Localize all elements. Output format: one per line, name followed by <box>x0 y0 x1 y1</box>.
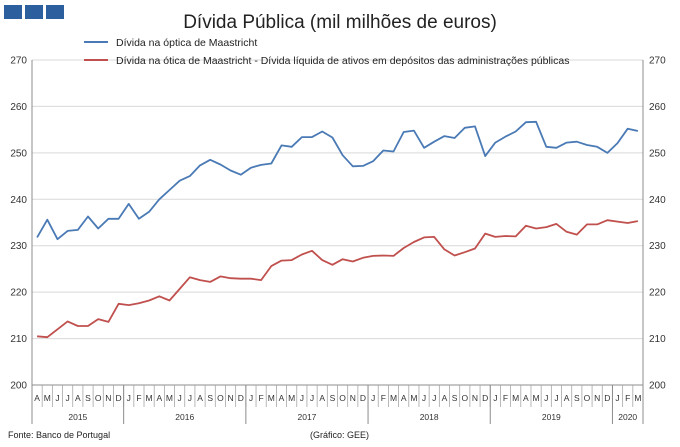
x-tick-label-month: M <box>533 393 540 403</box>
x-tick-label-month: J <box>178 393 182 403</box>
y-tick-left-230: 230 <box>10 241 27 252</box>
x-tick-label-month: F <box>625 393 630 403</box>
legend: Dívida na óptica de Maastricht Dívida na … <box>84 37 569 67</box>
x-tick-label-month: M <box>268 393 275 403</box>
x-tick-label-year-2015: 2015 <box>68 412 87 422</box>
y-tick-left-270: 270 <box>10 56 27 67</box>
y-tick-right-270: 270 <box>649 56 666 67</box>
source-note: Fonte: Banco de Portugal <box>8 430 111 440</box>
x-tick-label-month: O <box>339 393 346 403</box>
chart-title: Dívida Pública (mil milhões de euros) <box>183 12 497 33</box>
x-tick-label-month: M <box>146 393 153 403</box>
x-tick-label-month: M <box>512 393 519 403</box>
x-tick-label-month: A <box>279 393 285 403</box>
x-tick-label-year-2020: 2020 <box>618 412 637 422</box>
x-tick-label-month: J <box>371 393 375 403</box>
x-tick-label-month: M <box>44 393 51 403</box>
x-tick-label-month: M <box>634 393 641 403</box>
x-tick-label-month: J <box>300 393 304 403</box>
x-tick-label-month: D <box>238 393 244 403</box>
x-tick-label-month: N <box>472 393 478 403</box>
x-tick-label-month: D <box>482 393 488 403</box>
x-tick-label-month: J <box>55 393 59 403</box>
series-line-1 <box>36 120 639 241</box>
y-tick-right-250: 250 <box>649 148 666 159</box>
x-tick-label-month: J <box>249 393 253 403</box>
y-tick-right-220: 220 <box>649 288 666 299</box>
x-tick-label-month: A <box>34 393 40 403</box>
x-tick-label-month: M <box>288 393 295 403</box>
x-tick-label-month: N <box>350 393 356 403</box>
y-tick-right-200: 200 <box>649 381 666 392</box>
x-tick-label-month: A <box>197 393 203 403</box>
y-tick-left-250: 250 <box>10 148 27 159</box>
x-tick-label-month: A <box>401 393 407 403</box>
x-tick-label-month: F <box>381 393 386 403</box>
x-tick-label-month: J <box>66 393 70 403</box>
logo-block-1 <box>4 5 22 19</box>
x-tick-label-month: A <box>75 393 81 403</box>
x-tick-label-year-2018: 2018 <box>420 412 439 422</box>
axes: 200 200 210 210 220 220 230 230 240 240 250 250 260 2… <box>10 56 666 424</box>
x-tick-label-month: J <box>554 393 558 403</box>
x-tick-label-month: M <box>166 393 173 403</box>
series-line-2 <box>37 219 639 339</box>
logo-block-3 <box>46 5 64 19</box>
y-tick-right-260: 260 <box>649 102 666 113</box>
x-tick-label-month: S <box>207 393 213 403</box>
x-tick-label-month: J <box>615 393 619 403</box>
y-tick-left-210: 210 <box>10 334 27 345</box>
brand-logo-blocks <box>4 5 64 19</box>
x-tick-label-month: O <box>217 393 224 403</box>
series-group <box>36 120 639 339</box>
legend-label-1: Dívida na óptica de Maastricht <box>116 37 257 49</box>
legend-label-2: Dívida na ótica de Maastricht - Dívida l… <box>116 55 569 67</box>
y-tick-right-240: 240 <box>649 195 666 206</box>
x-tick-label-month: F <box>503 393 508 403</box>
chart-credit: (Gráfico: GEE) <box>310 430 370 440</box>
x-tick-label-month: A <box>319 393 325 403</box>
x-tick-label-month: O <box>461 393 468 403</box>
y-tick-left-200: 200 <box>10 381 27 392</box>
x-tick-label-month: A <box>564 393 570 403</box>
x-tick-label-month: D <box>604 393 610 403</box>
x-tick-label-month: D <box>360 393 366 403</box>
y-tick-right-230: 230 <box>649 241 666 252</box>
x-tick-label-month: M <box>410 393 417 403</box>
x-tick-label-month: O <box>95 393 102 403</box>
x-tick-label-year-2017: 2017 <box>297 412 316 422</box>
y-tick-right-210: 210 <box>649 334 666 345</box>
x-tick-label-month: N <box>594 393 600 403</box>
x-tick-label-month: N <box>228 393 234 403</box>
x-tick-label-month: J <box>188 393 192 403</box>
x-tick-label-month: F <box>259 393 264 403</box>
x-tick-label-month: J <box>310 393 314 403</box>
logo-block-2 <box>25 5 43 19</box>
x-tick-label-month: A <box>523 393 529 403</box>
x-tick-label-year-2019: 2019 <box>542 412 561 422</box>
x-tick-label-year-2016: 2016 <box>175 412 194 422</box>
x-tick-label-month: D <box>115 393 121 403</box>
x-tick-label-month: M <box>390 393 397 403</box>
x-tick-label-month: J <box>432 393 436 403</box>
x-tick-label-month: F <box>136 393 141 403</box>
x-tick-label-month: J <box>493 393 497 403</box>
y-tick-left-220: 220 <box>10 288 27 299</box>
x-tick-label-month: A <box>156 393 162 403</box>
grid-lines <box>32 59 643 386</box>
y-tick-left-260: 260 <box>10 102 27 113</box>
x-tick-label-month: J <box>544 393 548 403</box>
x-tick-label-month: S <box>85 393 91 403</box>
x-tick-label-month: S <box>574 393 580 403</box>
y-tick-left-240: 240 <box>10 195 27 206</box>
x-tick-label-month: N <box>105 393 111 403</box>
x-tick-label-month: A <box>442 393 448 403</box>
x-tick-label-month: S <box>330 393 336 403</box>
x-tick-label-month: J <box>127 393 131 403</box>
x-tick-label-month: O <box>584 393 591 403</box>
x-tick-label-month: J <box>422 393 426 403</box>
x-tick-label-month: S <box>452 393 458 403</box>
